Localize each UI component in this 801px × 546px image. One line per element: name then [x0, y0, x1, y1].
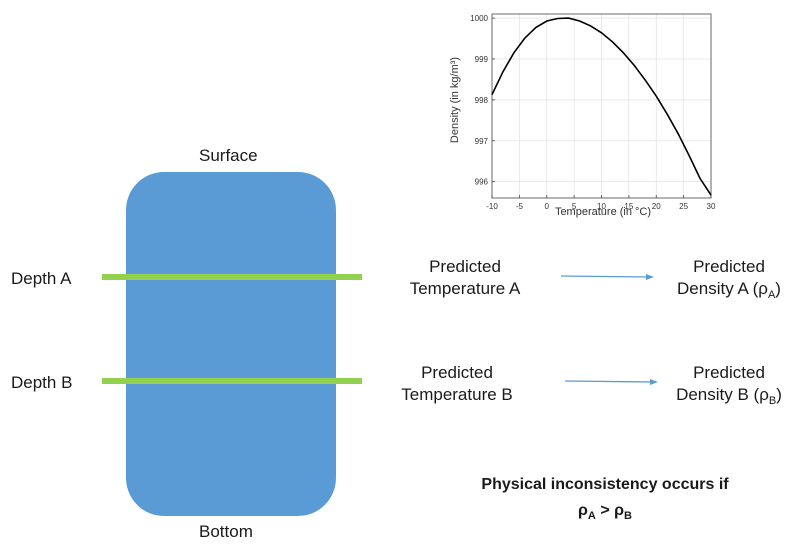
- x-tick-label: 10: [597, 202, 606, 211]
- temp-a-line2: Temperature A: [409, 279, 521, 298]
- density-b-line2: Density B (ρB): [676, 385, 782, 407]
- y-axis-title: Density (in kg/m³): [449, 57, 461, 143]
- x-tick-label: -10: [486, 202, 498, 211]
- arrow-a: [560, 274, 654, 280]
- x-tick-label: 25: [679, 202, 688, 211]
- x-tick-label: -5: [516, 202, 524, 211]
- y-tick-label: 997: [475, 137, 489, 146]
- conclusion-line1: Physical inconsistency occurs if: [481, 476, 729, 493]
- arrow-b: [564, 379, 658, 385]
- predicted-temperature-a: Predicted Temperature A: [400, 256, 530, 300]
- x-tick-label: 0: [545, 202, 550, 211]
- predicted-temperature-b: Predicted Temperature B: [392, 362, 522, 406]
- density-a-line2: Density A (ρA): [677, 279, 781, 301]
- surface-label: Surface: [199, 146, 258, 165]
- temp-a-line1: Predicted: [429, 257, 501, 276]
- y-tick-label: 999: [475, 55, 489, 64]
- x-tick-label: 5: [572, 202, 577, 211]
- depth-a-line: [102, 274, 362, 280]
- predicted-density-a: Predicted Density A (ρA): [666, 256, 792, 301]
- x-tick-label: 15: [624, 202, 633, 211]
- conclusion-line2: ρA > ρB: [578, 502, 632, 522]
- density-b-line1: Predicted: [693, 363, 765, 382]
- density-a-line1: Predicted: [693, 257, 765, 276]
- x-tick-label: 30: [707, 202, 716, 211]
- x-axis-title: Temperature (in °C): [555, 206, 651, 218]
- temp-b-line1: Predicted: [421, 363, 493, 382]
- density-chart: -10 -5 0 5 10 15 20 25 30 996 997 998 999 1000 Density…: [449, 13, 716, 218]
- y-tick-label: 1000: [470, 14, 488, 23]
- temp-b-line2: Temperature B: [401, 385, 513, 404]
- bottom-label: Bottom: [199, 522, 253, 541]
- depth-a-label: Depth A: [11, 269, 72, 288]
- x-tick-label: 20: [652, 202, 661, 211]
- y-tick-label: 998: [475, 96, 489, 105]
- depth-b-label: Depth B: [11, 373, 73, 392]
- predicted-density-b: Predicted Density B (ρB): [666, 362, 792, 407]
- depth-b-line: [102, 378, 362, 384]
- density-curve: [491, 17, 712, 196]
- y-tick-label: 996: [475, 178, 489, 187]
- conclusion-text: Physical inconsistency occurs if ρA > ρB: [455, 474, 755, 522]
- water-column: [126, 172, 336, 516]
